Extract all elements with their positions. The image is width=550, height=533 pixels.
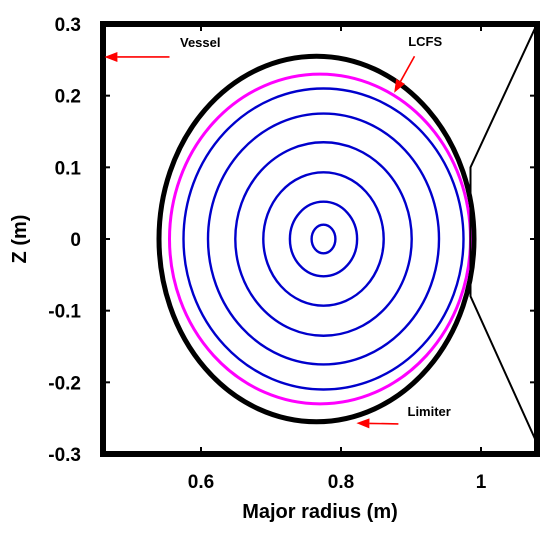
x-tick-label: 0.6 — [188, 472, 214, 493]
annotation-lcfs-label: LCFS — [408, 34, 442, 49]
y-axis-title: Z (m) — [9, 215, 31, 264]
limiter-boundary — [156, 53, 477, 425]
vessel-wall-right — [469, 24, 537, 444]
x-axis-title: Major radius (m) — [242, 501, 398, 523]
flux-surface — [234, 141, 413, 337]
y-tick-label: -0.2 — [48, 373, 81, 394]
annotation-layer: Vessel LCFS Limiter — [104, 34, 451, 429]
y-tick-label: 0.1 — [55, 158, 82, 179]
flux-surface — [262, 171, 385, 307]
y-tick-label: -0.3 — [48, 445, 81, 466]
x-tick-label: 0.8 — [328, 472, 354, 493]
flux-surface — [182, 87, 465, 391]
annotation-lcfs-arrow-shaft — [399, 55, 416, 82]
ticks-layer: 0.3 0.2 0.1 0 -0.1 -0.2 -0.3 0.6 0.8 1 — [48, 15, 537, 493]
annotation-vessel-arrow-head — [104, 51, 118, 62]
y-tick-label: 0 — [70, 230, 81, 251]
annotation-limiter-label: Limiter — [408, 404, 451, 419]
flux-surface — [206, 112, 441, 366]
flux-surface — [288, 200, 359, 278]
flux-surface — [310, 223, 337, 255]
annotation-limiter-arrow-head — [356, 418, 370, 429]
annotation-vessel-label: Vessel — [180, 35, 221, 50]
y-tick-label: -0.1 — [48, 302, 81, 323]
plot-area — [156, 24, 537, 444]
y-tick-label: 0.3 — [55, 15, 81, 36]
annotation-lcfs-arrow-head — [394, 79, 405, 93]
x-tick-label: 1 — [476, 472, 487, 493]
y-tick-label: 0.2 — [55, 87, 81, 108]
